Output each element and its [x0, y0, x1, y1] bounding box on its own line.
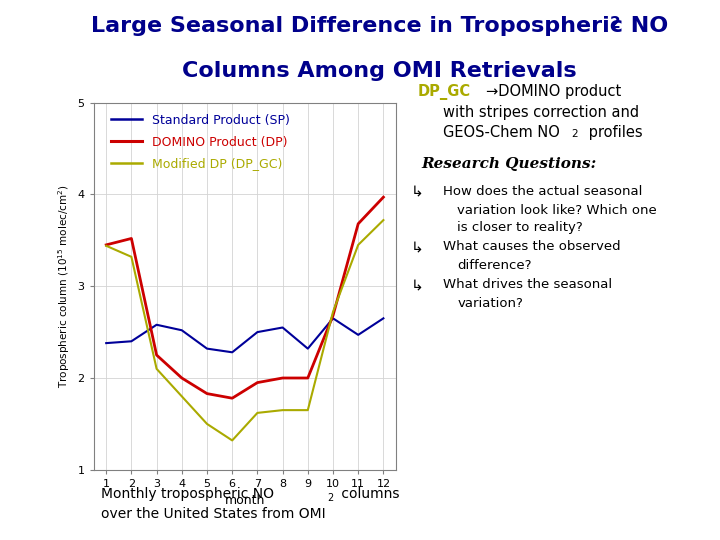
Text: 2: 2: [328, 493, 334, 503]
Text: How does the actual seasonal: How does the actual seasonal: [443, 185, 642, 198]
Text: variation?: variation?: [457, 297, 523, 310]
Text: ↳: ↳: [410, 240, 423, 255]
Text: variation look like? Which one: variation look like? Which one: [457, 204, 657, 217]
Text: 2: 2: [610, 16, 621, 31]
Text: What drives the seasonal: What drives the seasonal: [443, 278, 612, 291]
Text: ↳: ↳: [410, 278, 423, 293]
X-axis label: month: month: [225, 495, 265, 508]
Text: GEOS-Chem NO: GEOS-Chem NO: [443, 125, 559, 140]
Text: with stripes correction and: with stripes correction and: [443, 105, 639, 120]
Text: profiles: profiles: [584, 125, 642, 140]
Text: ↳: ↳: [410, 185, 423, 200]
Text: Columns Among OMI Retrievals: Columns Among OMI Retrievals: [182, 61, 577, 81]
Y-axis label: Tropospheric column (10$^{15}$ molec/cm$^{2}$): Tropospheric column (10$^{15}$ molec/cm$…: [56, 184, 72, 388]
Text: →DOMINO product: →DOMINO product: [486, 84, 621, 99]
Text: What causes the observed: What causes the observed: [443, 240, 621, 253]
Legend: Standard Product (SP), DOMINO Product (DP), Modified DP (DP_GC): Standard Product (SP), DOMINO Product (D…: [106, 109, 295, 176]
Text: DP_GC: DP_GC: [418, 84, 471, 100]
Text: Research Questions:: Research Questions:: [421, 157, 596, 171]
Text: Monthly tropospheric NO: Monthly tropospheric NO: [101, 487, 274, 501]
Text: is closer to reality?: is closer to reality?: [457, 221, 583, 234]
Text: columns: columns: [337, 487, 400, 501]
Text: over the United States from OMI: over the United States from OMI: [101, 507, 325, 521]
Text: 2: 2: [571, 129, 577, 139]
Text: difference?: difference?: [457, 259, 531, 272]
Text: Large Seasonal Difference in Tropospheric NO: Large Seasonal Difference in Tropospheri…: [91, 16, 668, 36]
